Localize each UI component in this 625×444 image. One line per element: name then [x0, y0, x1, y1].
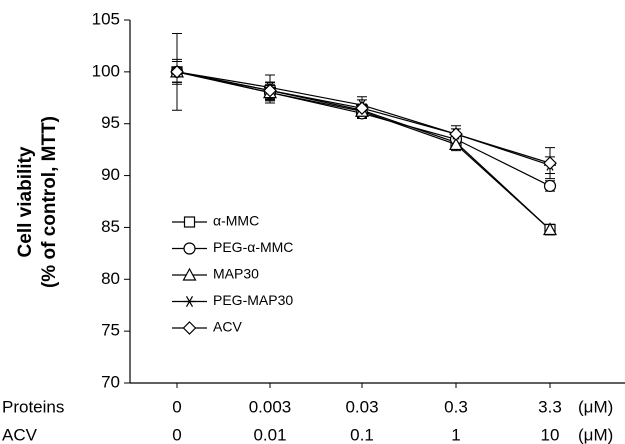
x-tick-label: 1 [451, 425, 460, 444]
data-point [543, 179, 557, 193]
x-tick-label: 0.01 [253, 425, 286, 444]
legend-marker [182, 267, 197, 281]
y-axis-label: Cell viability (% of control, MTT) [15, 116, 60, 288]
x-tick-label: 0.1 [350, 425, 374, 444]
legend-marker [183, 242, 196, 255]
y-tick-label: 70 [101, 372, 120, 391]
data-point [448, 137, 464, 151]
data-point [355, 101, 369, 116]
data-point [263, 83, 277, 98]
x-tick-label: 10 [541, 425, 560, 444]
y-label-line: (% of control, MTT) [39, 116, 60, 288]
y-tick-label: 80 [101, 269, 120, 288]
legend-label: α-MMC [213, 213, 259, 229]
unit-label: (μM) [578, 425, 613, 444]
row-label: ACV [2, 425, 38, 444]
row-label: Proteins [2, 397, 64, 416]
data-point [542, 222, 558, 236]
legend-marker [182, 321, 197, 335]
x-tick-label: 3.3 [538, 397, 562, 416]
series-line [176, 71, 551, 187]
y-tick-label: 85 [101, 217, 120, 236]
x-tick-label: 0.003 [249, 397, 292, 416]
legend-label: ACV [213, 319, 242, 335]
x-tick-label: 0.03 [345, 397, 378, 416]
data-point [170, 65, 184, 79]
x-tick-label: 0 [172, 397, 181, 416]
y-tick-label: 105 [92, 9, 120, 28]
legend-label: PEG-α-MMC [213, 239, 293, 255]
series-line [176, 71, 551, 230]
data-point [449, 127, 463, 141]
legend-label: MAP30 [213, 266, 259, 282]
legend-marker [183, 296, 196, 307]
unit-label: (μM) [578, 397, 613, 416]
x-tick-label: 0.3 [444, 397, 468, 416]
series-line [176, 71, 551, 230]
data-point [543, 156, 557, 170]
legend-label: PEG-MAP30 [213, 292, 293, 308]
y-label-line: Cell viability [15, 146, 36, 257]
y-tick-label: 75 [101, 321, 120, 340]
y-tick-label: 90 [101, 165, 120, 184]
x-tick-label: 0 [172, 425, 181, 444]
y-tick-label: 100 [92, 61, 120, 80]
y-tick-label: 95 [101, 113, 120, 132]
legend-marker [183, 216, 196, 228]
